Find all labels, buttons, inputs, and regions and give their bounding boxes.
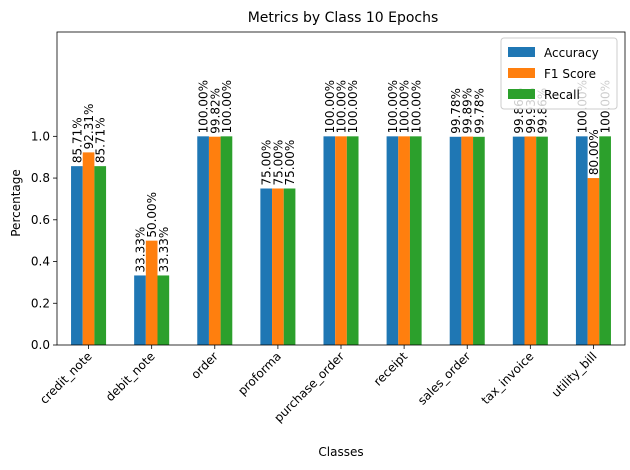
bar-sales_order-recall <box>473 136 485 345</box>
bar-sales_order-accuracy <box>449 136 462 345</box>
data-label: 100.00% <box>323 80 337 133</box>
x-tick-label: purchase_order <box>271 349 347 425</box>
bar-credit_note-f1-score <box>82 152 95 345</box>
bar-proforma-accuracy <box>260 188 273 345</box>
data-label: 33.33% <box>133 227 147 273</box>
legend-swatch <box>508 68 535 78</box>
data-label: 100.00% <box>386 80 400 133</box>
plot-frame <box>56 31 626 346</box>
legend: Accuracy F1 Score Recall <box>500 37 618 110</box>
bar-receipt-f1-score <box>398 136 410 345</box>
data-label: 100.00% <box>409 80 423 133</box>
bar-utility_bill-f1-score <box>587 178 600 345</box>
y-tick-label: 0.2 <box>31 296 50 310</box>
bars-layer <box>71 136 611 345</box>
bar-credit_note-accuracy <box>71 166 83 345</box>
bar-debit_note-recall <box>157 275 170 345</box>
bar-tax_invoice-recall <box>536 136 548 345</box>
bar-proforma-f1-score <box>272 188 284 345</box>
x-tick-label: debit_note <box>103 349 158 404</box>
data-label: 100.00% <box>220 80 234 133</box>
bar-order-accuracy <box>197 136 209 345</box>
bar-tax_invoice-f1-score <box>524 136 537 345</box>
x-tick-label: proforma <box>235 349 284 398</box>
data-label: 99.78% <box>449 88 463 134</box>
data-label: 92.31% <box>82 104 96 150</box>
bar-utility_bill-recall <box>599 136 611 345</box>
x-axis-label: Classes <box>318 445 363 459</box>
bar-receipt-recall <box>409 136 422 345</box>
bar-tax_invoice-accuracy <box>512 136 525 345</box>
bar-order-f1-score <box>208 136 221 345</box>
y-tick-label: 0.8 <box>31 171 50 185</box>
bar-utility_bill-accuracy <box>575 136 588 345</box>
data-label: 80.00% <box>587 129 601 175</box>
data-label: 100.00% <box>335 80 349 133</box>
data-label: 33.33% <box>157 227 171 273</box>
legend-entry: Accuracy <box>544 46 599 60</box>
data-label: 100.00% <box>197 80 211 133</box>
legend-swatch <box>508 89 535 99</box>
data-label: 99.82% <box>208 88 222 134</box>
data-label: 75.00% <box>260 140 274 186</box>
bar-purchase_order-f1-score <box>335 136 347 345</box>
bar-debit_note-accuracy <box>134 275 146 345</box>
bar-debit_note-f1-score <box>145 240 158 345</box>
data-label: 99.89% <box>461 88 475 134</box>
data-label: 100.00% <box>398 80 412 133</box>
bar-purchase_order-accuracy <box>323 136 336 345</box>
legend-entry: F1 Score <box>544 67 596 81</box>
bar-credit_note-recall <box>94 166 107 345</box>
data-label: 85.71% <box>94 117 108 163</box>
y-tick-label: 0.0 <box>31 338 50 352</box>
x-tick-label: sales_order <box>415 349 473 407</box>
data-label: 75.00% <box>283 140 297 186</box>
x-tick-label: credit_note <box>37 349 95 407</box>
data-label: 50.00% <box>145 192 159 238</box>
bar-sales_order-f1-score <box>461 136 474 345</box>
data-label: 100.00% <box>346 80 360 133</box>
data-label: 85.71% <box>70 117 84 163</box>
x-tick-label: utility_bill <box>549 349 600 400</box>
legend-swatch <box>508 47 535 57</box>
data-label: 99.78% <box>472 88 486 134</box>
y-tick-label: 0.4 <box>31 255 50 269</box>
y-axis-label: Percentage <box>9 169 23 237</box>
chart-title: Metrics by Class 10 Epochs <box>248 10 439 26</box>
y-tick-label: 1.0 <box>31 129 50 143</box>
x-tick-label: receipt <box>371 349 411 389</box>
bar-receipt-accuracy <box>386 136 399 345</box>
x-tick-label: order <box>188 349 221 382</box>
x-tick-label: tax_invoice <box>479 349 537 407</box>
bar-purchase_order-recall <box>346 136 359 345</box>
bar-proforma-recall <box>283 188 296 345</box>
legend-entry: Recall <box>544 88 580 102</box>
data-label: 75.00% <box>271 140 285 186</box>
bar-order-recall <box>220 136 233 345</box>
y-tick-label: 0.6 <box>31 213 50 227</box>
